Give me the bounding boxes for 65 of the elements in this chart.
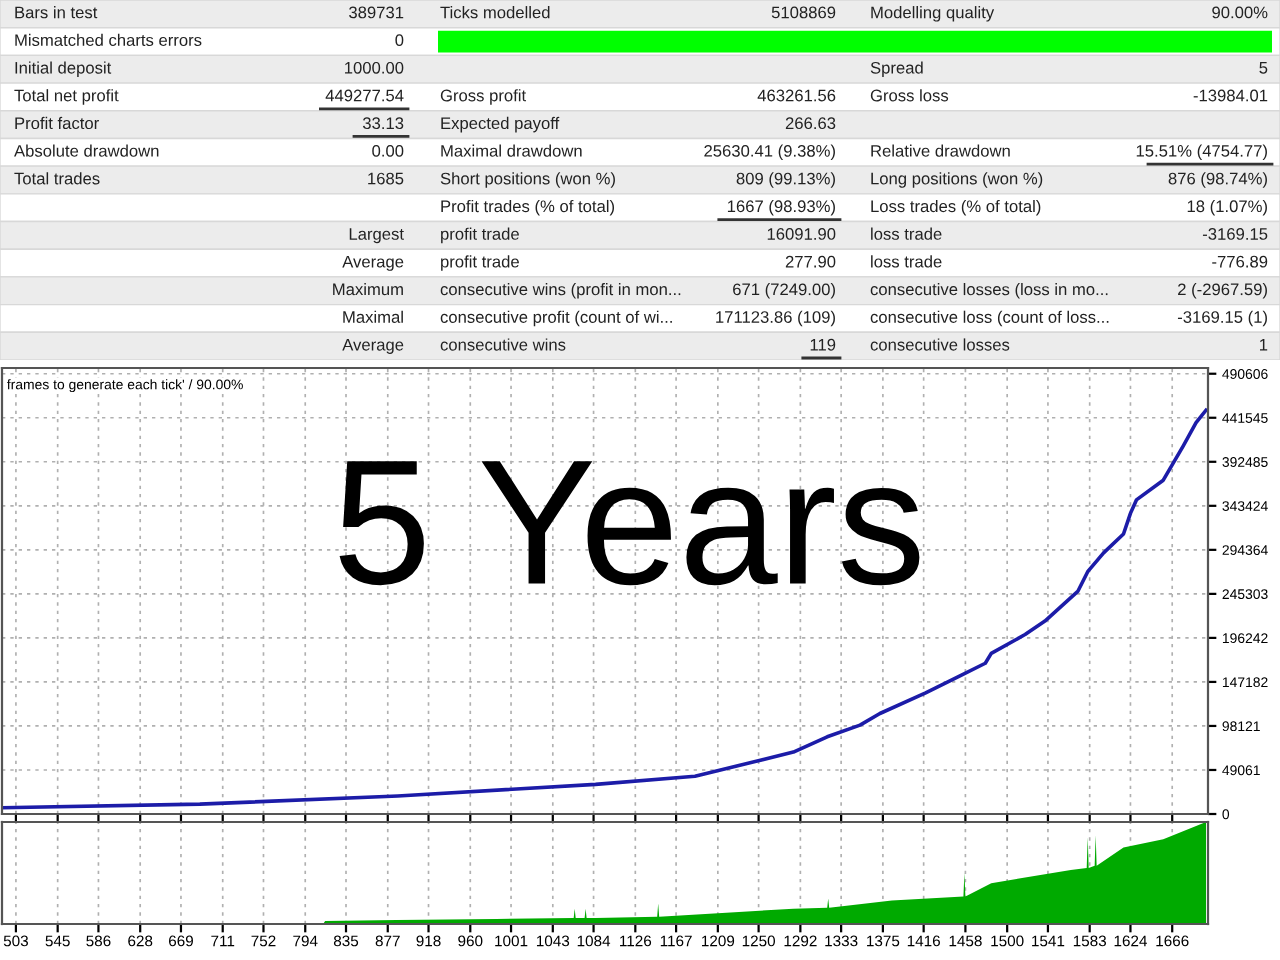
text: 16091.90 xyxy=(767,228,836,240)
text: 0.00 xyxy=(372,144,404,157)
text: 449277.54 xyxy=(325,89,404,102)
text: Mismatched charts errors xyxy=(15,33,202,47)
text: Maximal drawdown xyxy=(441,144,582,157)
text: Modelling quality xyxy=(871,6,995,22)
text: Initial deposit xyxy=(15,61,112,77)
text: Profit factor xyxy=(15,116,99,130)
text: Expected payoff xyxy=(441,116,560,133)
text: consecutive profit (count of wi... xyxy=(440,310,672,327)
text: Relative drawdown xyxy=(871,144,1010,157)
text: 2 (-2967.59) xyxy=(1178,283,1267,299)
line-series xyxy=(2,408,1208,810)
text: consecutive losses (loss in mo... xyxy=(870,283,1108,299)
text: 1685 xyxy=(368,172,404,185)
text: 463261.56 xyxy=(757,89,836,102)
text: Ticks modelled xyxy=(440,6,550,19)
text: Total net profit xyxy=(14,89,119,105)
text: Average xyxy=(342,255,404,271)
text: consecutive wins (profit in mon... xyxy=(440,283,681,299)
text: Absolute drawdown xyxy=(14,144,159,157)
text: 809 (99.13%) xyxy=(736,172,835,188)
text: 18 (1.07%) xyxy=(1187,199,1267,216)
text: 171123.86 (109) xyxy=(716,310,835,327)
text: 5108869 xyxy=(771,6,836,19)
text: 671 (7249.00) xyxy=(733,283,835,299)
text: Gross loss xyxy=(870,89,949,102)
text: loss trade xyxy=(871,255,942,268)
text: Long positions (won %) xyxy=(871,172,1043,188)
text: 277.90 xyxy=(785,255,836,268)
text: 5 xyxy=(1259,62,1268,74)
annotation: 5 Years xyxy=(339,461,920,586)
text: profit trade xyxy=(441,227,519,244)
text: Gross profit xyxy=(440,89,527,105)
text: -13984.01 xyxy=(1193,89,1268,102)
text: 876 (98.74%) xyxy=(1168,172,1267,188)
text: -776.89 xyxy=(1212,255,1268,268)
text: 119 xyxy=(810,338,836,351)
text: 90.00% xyxy=(1212,6,1268,19)
text: consecutive losses xyxy=(870,338,1010,351)
text: 15.51% (4754.77) xyxy=(1136,144,1267,161)
text: consecutive loss (count of loss... xyxy=(870,310,1109,327)
text: Maximal xyxy=(343,310,403,323)
text: 1 xyxy=(1260,339,1268,351)
text: 0 xyxy=(395,34,404,47)
text: profit trade xyxy=(441,255,519,271)
text: 266.63 xyxy=(785,117,836,130)
text: 1667 (98.93%) xyxy=(727,199,835,216)
text: Average xyxy=(342,339,404,354)
text: Bars in test xyxy=(15,6,98,19)
text: Profit trades (% of total) xyxy=(441,199,615,216)
text: Maximum xyxy=(333,283,403,296)
text: Loss trades (% of total) xyxy=(871,199,1041,216)
text: 25630.41 (9.38%) xyxy=(704,144,835,161)
text: -3169.15 (1) xyxy=(1177,310,1267,327)
text: 389731 xyxy=(349,6,404,19)
text: Short positions (won %) xyxy=(440,172,615,188)
text: Total trades xyxy=(14,172,100,185)
text: Spread xyxy=(870,61,923,77)
text: 33.13 xyxy=(362,117,404,130)
text: loss trade xyxy=(871,227,942,240)
text: 1000.00 xyxy=(345,61,404,74)
text: consecutive wins xyxy=(440,338,566,351)
text: -3169.15 xyxy=(1202,228,1268,240)
text: Largest xyxy=(349,228,404,244)
